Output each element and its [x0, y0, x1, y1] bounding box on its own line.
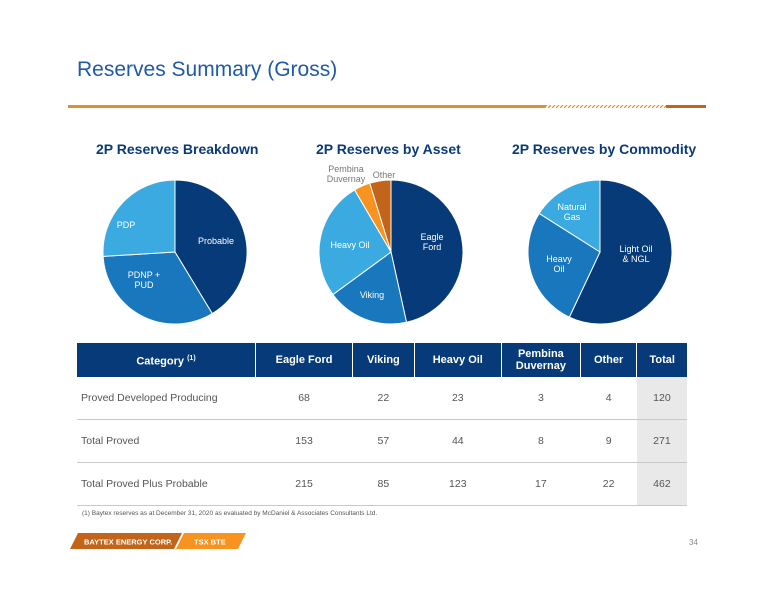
reserves-table: Category (1) Eagle Ford Viking Heavy Oil… — [77, 343, 687, 506]
title-rule — [68, 105, 706, 108]
chart-title-breakdown: 2P Reserves Breakdown — [96, 141, 259, 157]
pie-slice-2 — [527, 212, 601, 318]
cell-total: 271 — [636, 419, 687, 463]
pie-slice-label: Other — [373, 170, 396, 180]
pie-slice-5 — [369, 179, 392, 253]
footer-banner: BAYTEX ENERGY CORP. TSX BTE — [70, 533, 246, 549]
cell-eagle-ford: 68 — [255, 377, 353, 420]
cell-heavy-oil: 44 — [414, 419, 502, 463]
cell-other: 4 — [580, 377, 637, 420]
row-category: Total Proved — [77, 419, 256, 463]
pie-slice-3 — [102, 179, 176, 257]
cell-viking: 85 — [352, 462, 415, 506]
cell-heavy-oil: 23 — [414, 377, 502, 420]
cell-total: 120 — [636, 377, 687, 420]
pie-slice-label: Pembina Duvernay — [327, 164, 366, 184]
footer-company: BAYTEX ENERGY CORP. — [84, 538, 172, 547]
pie-reserves-breakdown: Probable PDNP + PUD PDP — [102, 179, 248, 325]
chart-title-commodity: 2P Reserves by Commodity — [512, 141, 697, 157]
header-heavy-oil: Heavy Oil — [414, 343, 502, 377]
chart-title-asset: 2P Reserves by Asset — [316, 141, 461, 157]
cell-pembina-duvernay: 8 — [501, 419, 581, 463]
pie-slice-3 — [538, 179, 601, 253]
header-category: Category (1) — [77, 343, 256, 377]
cell-heavy-oil: 123 — [414, 462, 502, 506]
pie-slice-label: Light Oil & NGL — [619, 244, 652, 264]
pie-slice-label: Natural Gas — [557, 202, 586, 222]
pie-slice-label: Heavy Oil — [330, 240, 369, 250]
header-total: Total — [636, 343, 687, 377]
cell-viking: 57 — [352, 419, 415, 463]
pie-reserves-by-commodity: Light Oil & NGL Heavy Oil Natural Gas — [527, 179, 673, 325]
pie-reserves-by-asset: Eagle Ford Viking Heavy Oil Pembina Duvernay O… — [318, 164, 464, 325]
cell-other: 22 — [580, 462, 637, 506]
pie-slice-3 — [318, 189, 392, 296]
pie-slice-1 — [568, 179, 673, 325]
pie-slice-2 — [102, 251, 213, 325]
cell-eagle-ford: 215 — [255, 462, 353, 506]
pie-slice-2 — [332, 251, 408, 325]
cell-eagle-ford: 153 — [255, 419, 353, 463]
table-row: Proved Developed Producing 68 22 23 3 4 … — [77, 377, 687, 420]
header-pembina-duvernay: Pembina Duvernay — [501, 343, 581, 377]
pie-slice-label: Eagle Ford — [420, 232, 443, 252]
footnote: (1) Baytex reserves as at December 31, 2… — [82, 510, 378, 517]
row-category: Total Proved Plus Probable — [77, 462, 256, 506]
pie-slice-label: Probable — [198, 236, 234, 246]
pie-slice-1 — [390, 179, 464, 323]
cell-total: 462 — [636, 462, 687, 506]
pie-slice-label: Viking — [360, 290, 384, 300]
header-other: Other — [580, 343, 638, 377]
pie-slice-label: Heavy Oil — [546, 254, 572, 274]
header-eagle-ford: Eagle Ford — [255, 343, 354, 377]
table-row: Total Proved 153 57 44 8 9 271 — [77, 419, 687, 463]
cell-other: 9 — [580, 419, 637, 463]
page-number: 34 — [689, 538, 698, 547]
pie-slice-1 — [174, 179, 248, 315]
page-title: Reserves Summary (Gross) — [77, 58, 338, 81]
cell-viking: 22 — [352, 377, 415, 420]
header-viking: Viking — [352, 343, 415, 377]
table-header-row: Category (1) Eagle Ford Viking Heavy Oil… — [77, 343, 687, 377]
footer-ticker: TSX BTE — [194, 538, 226, 547]
table-row: Total Proved Plus Probable 215 85 123 17… — [77, 462, 687, 506]
pie-slice-label: PDP — [117, 220, 136, 230]
row-category: Proved Developed Producing — [77, 377, 256, 420]
cell-pembina-duvernay: 17 — [501, 462, 581, 506]
pie-slice-label: PDNP + PUD — [128, 270, 161, 290]
cell-pembina-duvernay: 3 — [501, 377, 581, 420]
